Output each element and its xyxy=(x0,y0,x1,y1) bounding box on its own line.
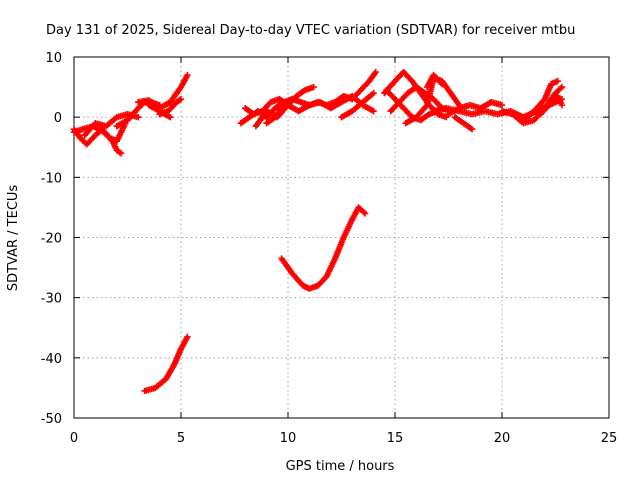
chart-title: Day 131 of 2025, Sidereal Day-to-day VTE… xyxy=(46,23,575,38)
data-point xyxy=(558,101,566,109)
data-point xyxy=(438,80,446,88)
data-point xyxy=(557,85,564,92)
x-tick-label: 15 xyxy=(387,431,404,446)
data-point xyxy=(558,83,566,91)
series-track-y xyxy=(278,204,369,292)
y-tick-label: -30 xyxy=(41,292,62,307)
series-track-w xyxy=(537,92,566,118)
series-track-h xyxy=(237,68,379,127)
series-track-j xyxy=(252,92,377,130)
x-tick-label: 20 xyxy=(494,431,511,446)
series-track-g xyxy=(145,101,174,121)
data-point xyxy=(360,209,367,216)
x-tick-label: 5 xyxy=(177,431,185,446)
data-point xyxy=(468,126,476,133)
ticks xyxy=(73,56,610,419)
series-track-k xyxy=(263,95,296,127)
x-tick-labels: 0 5 10 15 20 25 xyxy=(70,431,617,446)
data-point xyxy=(184,333,191,340)
data-point xyxy=(498,101,506,109)
y-tick-label: -10 xyxy=(41,171,62,186)
data-points xyxy=(70,68,566,395)
y-tick-labels: 10 0 -10 -20 -30 -40 -50 xyxy=(41,51,62,427)
data-point xyxy=(167,113,174,121)
y-tick-label: 10 xyxy=(45,51,62,66)
data-point xyxy=(372,68,379,76)
y-tick-label: 0 xyxy=(54,111,62,126)
series-track-s xyxy=(445,98,506,118)
series-track-p xyxy=(402,74,463,127)
y-tick-label: -20 xyxy=(41,232,62,247)
data-point xyxy=(135,113,142,121)
series-track-x xyxy=(141,333,191,395)
data-point xyxy=(554,77,561,85)
x-tick-label: 25 xyxy=(601,431,618,446)
y-axis-label: SDTVAR / TECUs xyxy=(6,185,21,292)
data-point xyxy=(370,107,377,115)
data-point xyxy=(177,95,185,103)
data-point xyxy=(310,83,317,91)
series-track-e xyxy=(135,71,191,112)
data-point xyxy=(437,79,445,86)
y-tick-label: -40 xyxy=(41,352,62,367)
x-axis-label: GPS time / hours xyxy=(286,459,395,474)
series-track-t xyxy=(451,113,476,133)
x-tick-label: 10 xyxy=(280,431,297,446)
series-track-l xyxy=(338,89,377,121)
data-point xyxy=(117,150,125,157)
x-tick-label: 0 xyxy=(70,431,78,446)
series-track-q xyxy=(423,71,446,91)
data-point xyxy=(370,89,377,97)
data-point xyxy=(361,210,369,217)
data-point xyxy=(289,95,296,103)
series-track-v xyxy=(520,77,561,124)
y-tick-label: -50 xyxy=(41,412,62,427)
data-point xyxy=(184,71,191,79)
